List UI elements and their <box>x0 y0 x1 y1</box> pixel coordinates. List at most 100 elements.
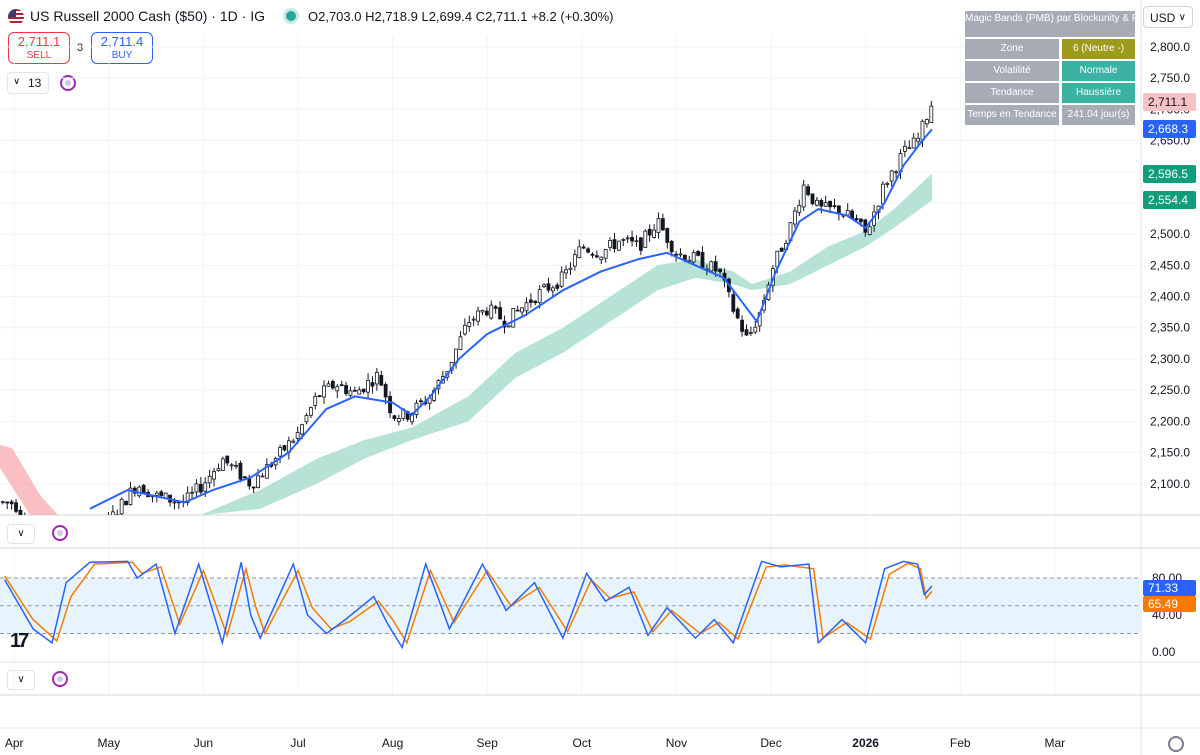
price-label: 2,554.4 <box>1143 191 1196 210</box>
candle-body <box>854 218 859 221</box>
candle-body <box>625 237 630 240</box>
candle-body <box>339 384 344 387</box>
sell-button[interactable]: 2,711.1 SELL <box>8 32 70 64</box>
candle-body <box>630 237 634 242</box>
currency-value: USD <box>1150 11 1176 25</box>
symbol-title[interactable]: US Russell 2000 Cash ($50) · 1D · IG <box>30 8 265 24</box>
settings-gear-icon[interactable] <box>1168 736 1184 752</box>
refresh-icon[interactable] <box>60 75 76 91</box>
candle-body <box>207 475 212 484</box>
refresh-icon[interactable] <box>52 525 68 541</box>
price-tick-label: 2,500.0 <box>1150 227 1190 241</box>
candle-body <box>537 289 542 304</box>
time-tick-label: Feb <box>950 736 971 750</box>
candle-body <box>300 424 304 435</box>
price-tick-label: 2,150.0 <box>1150 446 1190 460</box>
candle-body <box>159 491 164 496</box>
candle-body <box>590 253 595 256</box>
candle-body <box>700 252 705 269</box>
candle-body <box>67 553 70 560</box>
candle-body <box>476 310 480 322</box>
osc-tick-label: 0.00 <box>1152 645 1176 659</box>
candle-body <box>119 498 124 515</box>
candle-body <box>94 536 97 547</box>
candle-body <box>506 325 511 328</box>
candle-body <box>357 389 362 395</box>
candle-body <box>528 299 533 303</box>
candle-body <box>555 284 560 289</box>
candle-body <box>72 552 75 560</box>
candle-body <box>889 170 894 182</box>
panel-row-label: Volatilité <box>965 61 1059 81</box>
oscillator-pane <box>0 560 1140 650</box>
oscillator-value-label: 65.49 <box>1143 596 1196 612</box>
candle-body <box>916 137 920 142</box>
candle-body <box>212 471 216 480</box>
indicators-toggle[interactable]: ∨ 13 <box>7 72 49 94</box>
refresh-icon[interactable] <box>52 671 68 687</box>
candle-body <box>467 322 472 327</box>
candle-body <box>50 540 53 546</box>
candle-body <box>819 200 824 207</box>
currency-select[interactable]: USD ∨ <box>1143 6 1193 28</box>
candle-body <box>352 389 357 392</box>
candle-body <box>462 324 467 335</box>
chevron-down-icon: ∨ <box>13 76 21 87</box>
buy-label: BUY <box>111 50 133 61</box>
tradingview-logo-icon: 17 <box>10 630 29 652</box>
candle-body <box>203 482 208 492</box>
candle-body <box>418 400 423 403</box>
candle-body <box>643 230 648 248</box>
candle-body <box>242 476 247 479</box>
candle-body <box>894 171 898 174</box>
time-tick-label: Oct <box>572 736 591 750</box>
price-tick-label: 2,350.0 <box>1150 321 1190 335</box>
price-label: 2,596.5 <box>1143 164 1196 183</box>
candle-body <box>18 509 23 515</box>
candle-body <box>533 300 538 304</box>
us-flag-icon <box>8 9 24 25</box>
candle-body <box>511 307 516 328</box>
candle-body <box>709 261 714 272</box>
candle-body <box>141 484 146 494</box>
candle-body <box>748 332 753 334</box>
price-tick-label: 2,200.0 <box>1150 414 1190 428</box>
panel-row-value: 6 (Neutre -) <box>1062 39 1135 59</box>
candle-body <box>484 310 489 316</box>
candle-body <box>564 269 568 274</box>
candle-body <box>489 304 494 319</box>
price-tick-label: 2,450.0 <box>1150 258 1190 272</box>
buy-button[interactable]: 2,711.4 BUY <box>91 32 153 64</box>
candle-body <box>581 246 586 249</box>
candle-body <box>779 247 784 252</box>
collapse-pane-button[interactable]: ∨ <box>7 524 35 544</box>
candle-body <box>542 284 546 288</box>
candle-body <box>370 382 375 387</box>
candle-body <box>608 240 612 248</box>
price-tick-label: 2,750.0 <box>1150 71 1190 85</box>
candle-body <box>388 396 392 414</box>
candle-body <box>907 147 912 150</box>
candle-body <box>128 487 133 506</box>
candle-body <box>493 306 498 309</box>
time-tick-label: Jul <box>290 736 305 750</box>
candle-body <box>322 385 326 398</box>
candle-body <box>612 239 617 250</box>
candle-body <box>344 385 348 395</box>
candle-body <box>713 261 718 272</box>
market-status-icon <box>286 11 296 21</box>
candle-body <box>256 475 260 489</box>
chevron-down-icon: ∨ <box>1178 12 1186 23</box>
candle-body <box>594 255 599 258</box>
collapse-pane-button[interactable]: ∨ <box>7 670 35 690</box>
candle-body <box>638 237 643 251</box>
candle-body <box>185 492 190 503</box>
candle-body <box>652 229 656 238</box>
candle-body <box>238 462 243 480</box>
candle-body <box>634 240 639 243</box>
candle-body <box>76 553 79 555</box>
candle-body <box>691 252 696 263</box>
candle-body <box>374 371 379 385</box>
candle-body <box>696 251 700 256</box>
